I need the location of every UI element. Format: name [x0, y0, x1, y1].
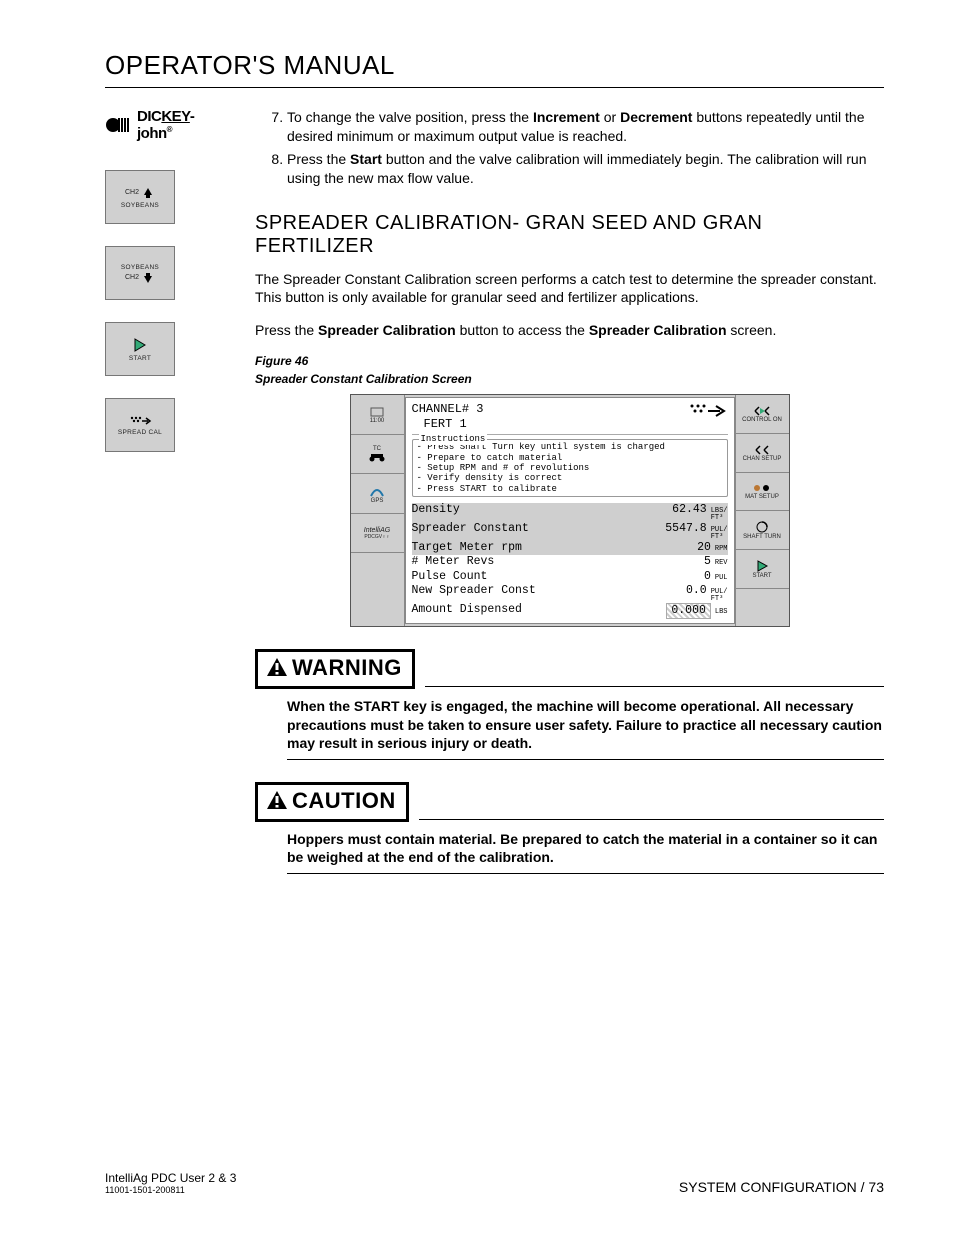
spread-icon: [128, 415, 152, 427]
screen-data-row: Spreader Constant5547.8PUL/ FT³: [412, 522, 728, 541]
calibration-screen: 11:00 TC GPS IntelliAG PDCGV♀♀: [350, 394, 790, 627]
screen-data-row: Pulse Count0PUL: [412, 570, 728, 584]
paragraph-2: Press the Spreader Calibration button to…: [255, 321, 884, 340]
screen-btn-gps[interactable]: GPS: [351, 474, 404, 514]
footer-page: 73: [868, 1179, 884, 1195]
sidebar-btn-start[interactable]: START: [105, 322, 175, 376]
caution-text: Hoppers must contain material. Be prepar…: [255, 830, 884, 868]
spread-icon: [688, 402, 728, 420]
caution-header: CAUTION: [255, 782, 884, 821]
screen-btn-clock[interactable]: 11:00: [351, 395, 404, 435]
screen-btn-control-on[interactable]: CONTROL ON: [736, 395, 789, 434]
figure-caption: Spreader Constant Calibration Screen: [255, 372, 884, 386]
step-list: To change the valve position, press the …: [255, 108, 884, 188]
instruction-line: - Setup RPM and # of revolutions: [417, 463, 723, 473]
screen-subtitle: FERT 1: [412, 417, 484, 432]
instruction-line: - Press START to calibrate: [417, 484, 723, 494]
footer-docnum: 11001-1501-200811: [105, 1185, 236, 1195]
screen-btn-mat-setup[interactable]: MAT SETUP: [736, 473, 789, 512]
sidebar: DICKEY-john® CH2 SOYBEANS SOYBEANS CH2: [105, 108, 225, 874]
screen-btn-shaft-turn[interactable]: SHAFT TURN: [736, 511, 789, 550]
screen-data-row: Amount Dispensed0.000LBS: [412, 603, 728, 619]
paragraph-1: The Spreader Constant Calibration screen…: [255, 270, 884, 308]
sidebar-btn-spread-cal[interactable]: SPREAD CAL: [105, 398, 175, 452]
screen-btn-empty: [351, 553, 404, 626]
step-7: To change the valve position, press the …: [287, 108, 884, 146]
screen-btn-start-right[interactable]: START: [736, 550, 789, 589]
brand-logo: DICKEY-john®: [105, 108, 225, 142]
footer-product: IntelliAg PDC User 2 & 3: [105, 1171, 236, 1185]
screen-channel: CHANNEL# 3: [412, 402, 484, 417]
warning-title: WARNING: [292, 655, 402, 680]
warning-header: WARNING: [255, 649, 884, 688]
screen-data-row: Density62.43LBS/ FT³: [412, 503, 728, 522]
play-icon: [132, 337, 148, 353]
screen-data-row: # Meter Revs5REV: [412, 555, 728, 569]
caution-title: CAUTION: [292, 788, 396, 813]
page-footer: IntelliAg PDC User 2 & 3 11001-1501-2008…: [105, 1171, 884, 1195]
brand-text: DICKEY-john®: [137, 108, 225, 142]
screen-btn-chan-setup[interactable]: CHAN SETUP: [736, 434, 789, 473]
instruction-line: - Verify density is correct: [417, 473, 723, 483]
page-header: OPERATOR'S MANUAL: [105, 50, 884, 88]
step-8: Press the Start button and the valve cal…: [287, 150, 884, 188]
section-title: SPREADER CALIBRATION- GRAN SEED AND GRAN…: [255, 212, 884, 258]
instructions-box: Instructions - Press Shaft Turn key unti…: [412, 439, 728, 497]
screen-btn-empty-r: [736, 589, 789, 627]
figure-label: Figure 46: [255, 354, 884, 368]
warning-text: When the START key is engaged, the machi…: [255, 697, 884, 754]
screen-btn-tc[interactable]: TC: [351, 435, 404, 475]
sidebar-btn-ch2-up[interactable]: CH2 SOYBEANS: [105, 170, 175, 224]
screen-data-row: Target Meter rpm20RPM: [412, 541, 728, 555]
instruction-line: - Prepare to catch material: [417, 453, 723, 463]
sidebar-btn-ch2-down[interactable]: SOYBEANS CH2: [105, 246, 175, 300]
screen-btn-intelliag[interactable]: IntelliAG PDCGV♀♀: [351, 514, 404, 554]
screen-data-row: New Spreader Const0.0PUL/ FT³: [412, 584, 728, 603]
main-content: To change the valve position, press the …: [255, 108, 884, 874]
footer-section: SYSTEM CONFIGURATION: [679, 1179, 857, 1195]
